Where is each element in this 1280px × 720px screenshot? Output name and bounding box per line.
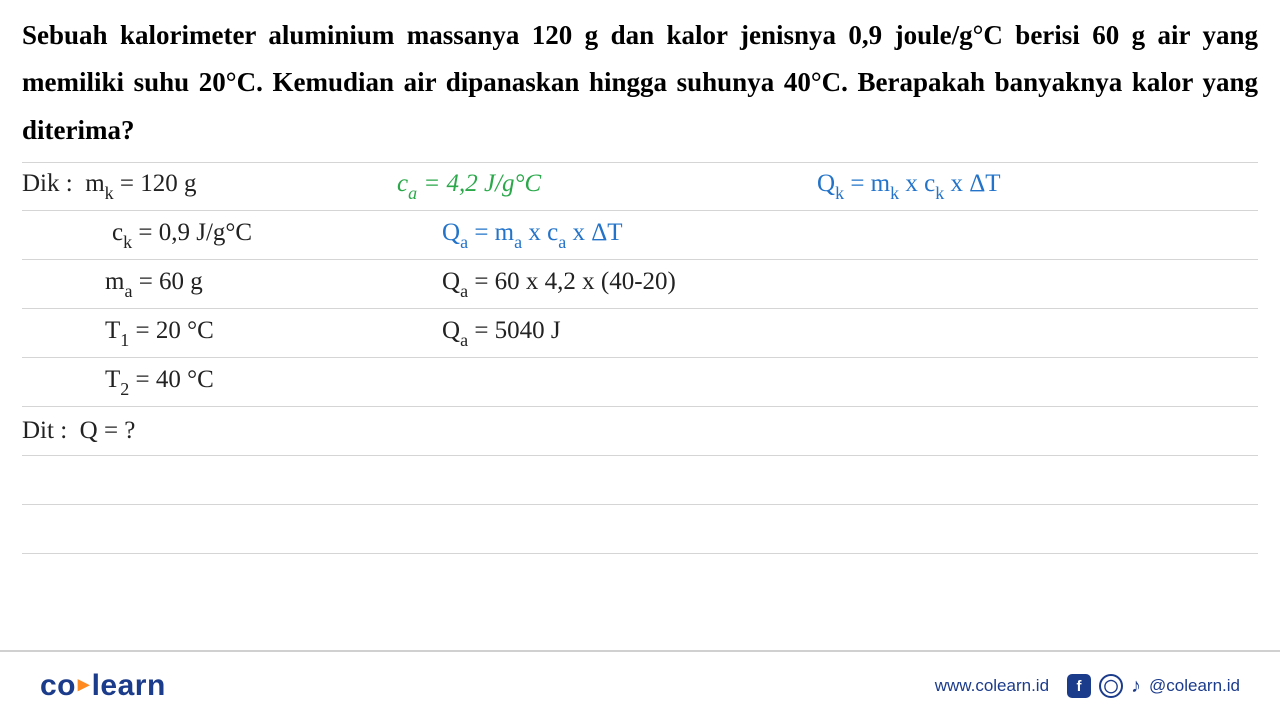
ck-line: ck = 0,9 J/g°C bbox=[22, 219, 252, 251]
ma-sym: m bbox=[105, 268, 124, 295]
brand-logo: co▸learn bbox=[40, 669, 166, 703]
logo-learn: learn bbox=[92, 669, 166, 702]
ma-sub: a bbox=[124, 281, 132, 301]
qa-f-sub2: a bbox=[514, 232, 522, 252]
website-link[interactable]: www.colearn.id bbox=[935, 676, 1049, 696]
ma-eq: = 60 g bbox=[132, 268, 202, 295]
dit-line: Dit : Q = ? bbox=[22, 417, 135, 445]
ca-line: ca = 4,2 J/g°C bbox=[397, 170, 541, 202]
t1-eq: = 20 °C bbox=[129, 317, 214, 344]
qk-sub2: k bbox=[890, 183, 899, 203]
t1-sub: 1 bbox=[120, 330, 129, 350]
t2-eq: = 40 °C bbox=[129, 366, 214, 393]
footer: co▸learn www.colearn.id f ◯ ♪ @colearn.i… bbox=[0, 650, 1280, 720]
logo-co: co bbox=[40, 669, 76, 702]
t2-sub: 2 bbox=[120, 379, 129, 399]
work-line-5: T2 = 40 °C bbox=[22, 358, 1258, 407]
ca-eq: = 4,2 J/g°C bbox=[417, 170, 541, 197]
social-icons: f ◯ ♪ @colearn.id bbox=[1067, 674, 1240, 698]
work-line-6: Dit : Q = ? bbox=[22, 407, 1258, 456]
qa-c-sub: a bbox=[460, 281, 468, 301]
dik-mk: Dik : mk = 120 g bbox=[22, 170, 197, 202]
qa-result: Qa = 5040 J bbox=[442, 317, 561, 349]
dik-label: Dik : bbox=[22, 170, 73, 197]
worksheet: Dik : mk = 120 g ca = 4,2 J/g°C Qk = mk … bbox=[22, 162, 1258, 554]
qa-r-sub: a bbox=[460, 330, 468, 350]
qa-f-sub3: a bbox=[558, 232, 566, 252]
qa-f-mid: = m bbox=[468, 219, 514, 246]
mk-sub: k bbox=[105, 183, 114, 203]
ca-sym: c bbox=[397, 170, 408, 197]
qa-f-end: x ΔT bbox=[566, 219, 622, 246]
qa-c-pre: Q bbox=[442, 268, 460, 295]
t2-line: T2 = 40 °C bbox=[22, 366, 214, 398]
qk-end: x ΔT bbox=[944, 170, 1000, 197]
ma-line: ma = 60 g bbox=[22, 268, 203, 300]
t2-sym: T bbox=[105, 366, 120, 393]
tiktok-icon[interactable]: ♪ bbox=[1131, 675, 1141, 698]
work-line-1: Dik : mk = 120 g ca = 4,2 J/g°C Qk = mk … bbox=[22, 162, 1258, 211]
facebook-icon[interactable]: f bbox=[1067, 674, 1091, 698]
qa-f-mid2: x c bbox=[522, 219, 558, 246]
qk-pre: Q bbox=[817, 170, 835, 197]
question-text: Sebuah kalorimeter aluminium massanya 12… bbox=[0, 0, 1280, 154]
t1-line: T1 = 20 °C bbox=[22, 317, 214, 349]
mk-eq: = 120 g bbox=[114, 170, 197, 197]
ck-sym: c bbox=[112, 219, 123, 246]
social-handle[interactable]: @colearn.id bbox=[1149, 676, 1240, 696]
logo-dot-icon: ▸ bbox=[78, 671, 90, 697]
qa-r-eq: = 5040 J bbox=[468, 317, 561, 344]
mk-sym: m bbox=[85, 170, 104, 197]
instagram-icon[interactable]: ◯ bbox=[1099, 674, 1123, 698]
qa-c-eq: = 60 x 4,2 x (40-20) bbox=[468, 268, 676, 295]
footer-right: www.colearn.id f ◯ ♪ @colearn.id bbox=[935, 674, 1240, 698]
work-line-7 bbox=[22, 456, 1258, 505]
qa-f-pre: Q bbox=[442, 219, 460, 246]
ck-eq: = 0,9 J/g°C bbox=[132, 219, 252, 246]
qk-sub: k bbox=[835, 183, 844, 203]
qa-formula: Qa = ma x ca x ΔT bbox=[442, 219, 623, 251]
ca-sub: a bbox=[408, 183, 417, 203]
work-line-4: T1 = 20 °C Qa = 5040 J bbox=[22, 309, 1258, 358]
work-line-8 bbox=[22, 505, 1258, 554]
qa-f-sub: a bbox=[460, 232, 468, 252]
dit-label: Dit : bbox=[22, 417, 67, 444]
ck-sub: k bbox=[123, 232, 132, 252]
qa-calc: Qa = 60 x 4,2 x (40-20) bbox=[442, 268, 676, 300]
qk-formula: Qk = mk x ck x ΔT bbox=[817, 170, 1001, 202]
qa-r-pre: Q bbox=[442, 317, 460, 344]
qk-mid: = m bbox=[844, 170, 890, 197]
work-line-2: ck = 0,9 J/g°C Qa = ma x ca x ΔT bbox=[22, 211, 1258, 260]
qk-sub3: k bbox=[935, 183, 944, 203]
t1-sym: T bbox=[105, 317, 120, 344]
work-line-3: ma = 60 g Qa = 60 x 4,2 x (40-20) bbox=[22, 260, 1258, 309]
qk-mid2: x c bbox=[899, 170, 935, 197]
dit-eq: Q = ? bbox=[80, 417, 136, 444]
